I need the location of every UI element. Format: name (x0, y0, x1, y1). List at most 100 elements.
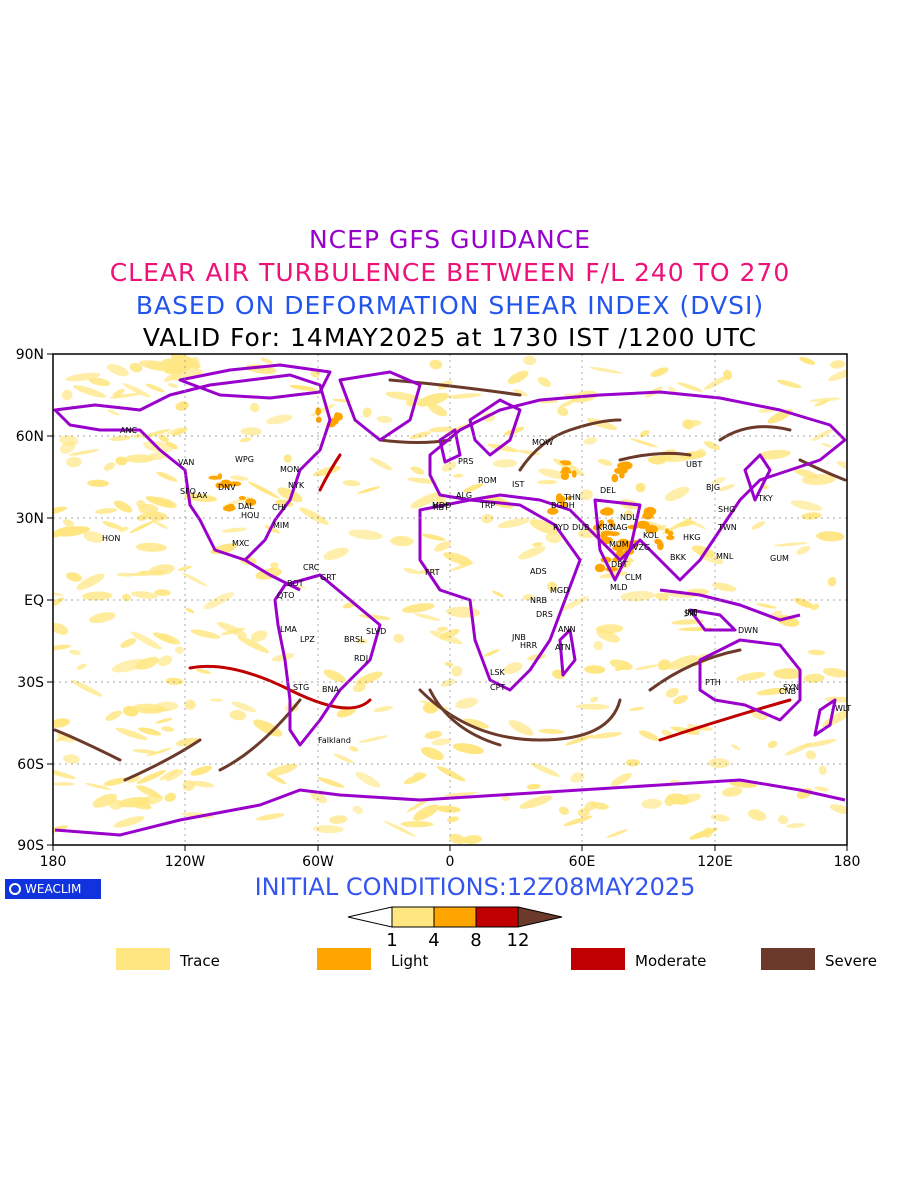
colorbar-tick-8: 8 (470, 930, 481, 950)
trace-patch (76, 663, 87, 670)
trace-patch (435, 805, 461, 813)
trace-patch (356, 638, 368, 644)
trace-patch (756, 603, 777, 609)
title-line-2: CLEAR AIR TURBULENCE BETWEEN F/L 240 TO … (109, 258, 791, 287)
lon-label-0: 0 (446, 854, 455, 870)
lat-label-60n: 60N (16, 429, 44, 445)
trace-patch (270, 562, 279, 569)
trace-patch (410, 466, 425, 475)
jet-streak (518, 418, 622, 472)
trace-patch (54, 526, 90, 537)
light-patch (208, 475, 221, 480)
station-lsk: LSK (490, 668, 506, 677)
legend-label-moderate: Moderate (635, 952, 707, 970)
initial-conditions: INITIAL CONDITIONS:12Z08MAY2025 (254, 873, 696, 901)
trace-patch (358, 735, 389, 743)
trace-patch (624, 510, 633, 518)
station-mon: MON (280, 465, 299, 474)
trace-patch (665, 687, 679, 698)
trace-patch (634, 664, 658, 671)
trace-patch (481, 513, 494, 524)
station-ndl: NDL (620, 513, 637, 522)
trace-patch (708, 758, 730, 769)
colorbar-seg-trace (391, 906, 435, 928)
legend-label-light: Light (391, 952, 429, 970)
colorbar-high-arrow (517, 906, 563, 928)
trace-patch (103, 462, 116, 471)
weaclim-logo: WEACLIM (5, 879, 101, 899)
trace-patch (111, 658, 147, 673)
trace-patch (164, 361, 194, 375)
legend-swatch-trace (116, 948, 170, 970)
trace-patch (796, 545, 811, 555)
trace-patch (167, 383, 178, 388)
trace-patch (53, 782, 75, 786)
trace-patch (507, 370, 529, 384)
trace-patch (119, 526, 129, 532)
trace-patch (352, 683, 366, 693)
trace-patch (453, 473, 463, 478)
trace-patch (385, 391, 420, 401)
light-patch (616, 549, 624, 557)
trace-patch (580, 489, 593, 501)
trace-patch (458, 561, 472, 566)
trace-patch (264, 525, 280, 534)
station-rdj: RDJ (354, 654, 368, 663)
trace-patch (103, 777, 128, 786)
station-alg: ALG (456, 491, 472, 500)
light-patch (611, 474, 619, 483)
trace-patch (66, 456, 82, 468)
logo-text: WEACLIM (25, 882, 82, 896)
trace-patch (537, 479, 558, 485)
trace-areas (53, 354, 847, 845)
trace-patch (390, 535, 414, 547)
trace-patch (563, 815, 593, 827)
station-ryd: RYD (553, 523, 569, 532)
light-patch (238, 496, 246, 500)
trace-patch (53, 718, 70, 728)
jet-streak (428, 688, 502, 747)
jet-streak (378, 438, 452, 444)
trace-patch (102, 521, 123, 530)
trace-patch (822, 667, 847, 678)
station-ubt: UBT (686, 460, 702, 469)
trace-patch (442, 461, 457, 472)
trace-patch (413, 771, 425, 780)
station-ist: IST (512, 480, 524, 489)
trace-patch (89, 612, 116, 623)
station-ads: ADS (530, 567, 547, 576)
trace-patch (384, 820, 416, 837)
trace-patch (811, 429, 833, 441)
trace-patch (203, 592, 235, 610)
station-dal: DAL (238, 502, 254, 511)
station-sin: SIN (684, 609, 697, 618)
trace-patch (455, 697, 479, 709)
trace-patch (142, 428, 171, 438)
trace-patch (313, 466, 341, 477)
trace-patch (362, 407, 372, 418)
trace-patch (799, 357, 816, 365)
trace-patch (260, 357, 273, 364)
lon-axis (52, 845, 848, 851)
trace-patch (105, 710, 122, 721)
trace-patch (793, 597, 814, 609)
trace-patch (668, 386, 677, 393)
light-patch (245, 498, 257, 506)
trace-patch (376, 415, 393, 424)
trace-patch (85, 783, 112, 790)
trace-patch (406, 798, 430, 813)
station-vzg: VZG (633, 543, 650, 552)
graticule (53, 354, 847, 845)
station-thn: THN (563, 493, 581, 502)
trace-patch (424, 730, 443, 739)
jet-streak (123, 738, 202, 782)
jet-streak (418, 688, 622, 742)
colorbar-seg-light (433, 906, 477, 928)
trace-patch (429, 359, 443, 370)
station-krc: KRC (597, 523, 613, 532)
trace-patch (784, 742, 813, 756)
trace-patch (373, 706, 393, 712)
trace-patch (107, 364, 129, 377)
trace-patch (664, 486, 690, 502)
trace-patch (175, 401, 189, 411)
